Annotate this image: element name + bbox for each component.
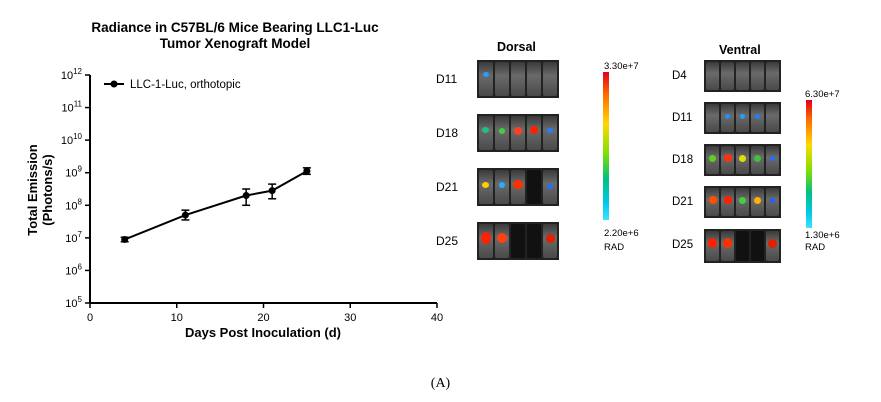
data-point	[242, 192, 250, 200]
legend-marker	[110, 80, 118, 88]
emission-chart: Radiance in C57BL/6 Mice Bearing LLC1-Lu…	[25, 20, 443, 340]
legend: LLC-1-Luc, orthotopic	[104, 79, 241, 91]
ventral-title: Ventral	[719, 43, 761, 57]
legend-label: LLC-1-Luc, orthotopic	[130, 79, 241, 91]
x-tick-label: 0	[87, 312, 93, 324]
data-point	[181, 211, 189, 219]
x-tick-label: 30	[344, 312, 356, 324]
data-point	[303, 167, 311, 175]
x-tick-label: 10	[171, 312, 183, 324]
y-tick-label: 109	[65, 165, 82, 180]
x-tick-label: 20	[257, 312, 269, 324]
dorsal-scale-min: 2.20e+6	[604, 228, 639, 239]
ventral-image-d18	[704, 144, 781, 176]
y-tick-label: 108	[65, 197, 82, 212]
y-tick-label: 1012	[61, 67, 83, 82]
dorsal-title: Dorsal	[497, 40, 536, 54]
dorsal-color-scale	[603, 72, 609, 220]
ventral-scale-max: 6.30e+7	[805, 89, 840, 100]
chart-title-line-2: Tumor Xenograft Model	[160, 36, 311, 51]
dorsal-day-3: D21	[436, 180, 459, 194]
series-line	[124, 170, 308, 241]
ventral-color-scale	[806, 100, 812, 228]
x-tick-label: 40	[431, 312, 443, 324]
y-axis-label-line-1: Total Emission	[25, 144, 40, 236]
y-tick-label: 107	[65, 230, 82, 245]
y-axis-label-line-2: (Photons/s)	[40, 154, 55, 226]
x-axis-label: Days Post Inoculation (d)	[185, 325, 341, 340]
dorsal-scale-max: 3.30e+7	[604, 61, 639, 72]
ventral-scale-unit: RAD	[805, 242, 826, 253]
ventral-day-5: D25	[672, 239, 694, 251]
y-tick-label: 105	[65, 295, 82, 310]
dorsal-day-1: D11	[436, 72, 458, 86]
y-tick-label: 1010	[61, 132, 83, 147]
ventral-day-3: D18	[672, 154, 694, 166]
y-axis-label: Total Emission (Photons/s)	[25, 144, 55, 236]
dorsal-scale-unit: RAD	[604, 242, 625, 253]
ventral-day-2: D11	[672, 112, 693, 124]
dorsal-image-d21	[477, 168, 559, 206]
y-ticks: 105 106 107 108 109 1010 1011 1012	[61, 67, 90, 310]
ventral-day-1: D4	[672, 70, 687, 82]
chart-title-line-1: Radiance in C57BL/6 Mice Bearing LLC1-Lu…	[91, 20, 379, 35]
ventral-scale-min: 1.30e+6	[805, 230, 840, 241]
data-point	[268, 187, 276, 195]
ventral-image-d25	[704, 229, 781, 263]
ventral-day-4: D21	[672, 196, 694, 208]
x-ticks: 0 10 20 30 40	[87, 303, 443, 324]
dorsal-image-d11	[477, 60, 559, 98]
ventral-image-d21	[704, 186, 781, 218]
data-point	[121, 235, 129, 243]
dorsal-day-2: D18	[436, 126, 459, 140]
dorsal-image-d18	[477, 114, 559, 152]
y-tick-label: 1011	[61, 100, 82, 115]
series-llc1-luc	[120, 167, 311, 243]
dorsal-image-d25	[477, 222, 559, 260]
ventral-image-d4	[704, 60, 781, 92]
dorsal-day-4: D25	[436, 234, 459, 248]
y-tick-label: 106	[65, 262, 82, 277]
ventral-image-d11	[704, 102, 781, 134]
figure-caption: (A)	[430, 376, 451, 391]
